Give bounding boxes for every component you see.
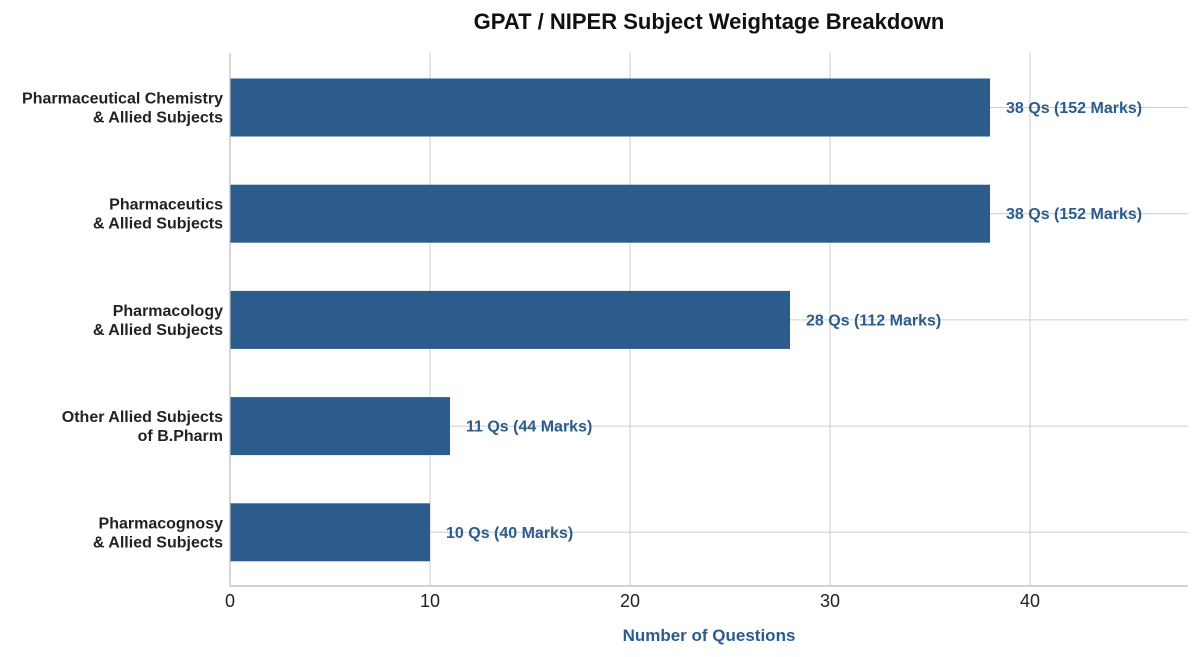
data-label: 10 Qs (40 Marks) bbox=[446, 525, 573, 542]
data-label: 38 Qs (152 Marks) bbox=[1006, 206, 1142, 223]
category-label: Other Allied Subjects of B.Pharm bbox=[62, 409, 223, 445]
bar bbox=[230, 397, 450, 456]
category-label: Pharmacognosy & Allied Subjects bbox=[93, 515, 223, 551]
x-tick-label: 20 bbox=[620, 591, 640, 611]
bar bbox=[230, 503, 430, 562]
x-tick-label: 40 bbox=[1020, 591, 1040, 611]
bar bbox=[230, 290, 790, 349]
x-tick-label: 30 bbox=[820, 591, 840, 611]
bar bbox=[230, 184, 990, 243]
chart-title: GPAT / NIPER Subject Weightage Breakdown bbox=[474, 9, 945, 34]
x-tick-label: 10 bbox=[420, 591, 440, 611]
category-label: Pharmacology & Allied Subjects bbox=[93, 303, 223, 339]
x-tick-label: 0 bbox=[225, 591, 235, 611]
x-axis-label: Number of Questions bbox=[623, 626, 796, 645]
category-label: Pharmaceutics & Allied Subjects bbox=[93, 197, 223, 233]
data-label: 38 Qs (152 Marks) bbox=[1006, 100, 1142, 117]
labels: 0 10 20 30 40 Pharmaceutical Chemistry & Allie… bbox=[22, 91, 1142, 612]
data-label: 28 Qs (112 Marks) bbox=[806, 312, 941, 329]
data-label: 11 Qs (44 Marks) bbox=[466, 419, 592, 436]
bar bbox=[230, 78, 990, 137]
axes bbox=[229, 53, 1188, 587]
bars bbox=[230, 78, 990, 562]
category-label: Pharmaceutical Chemistry & Allied Subject… bbox=[22, 91, 223, 127]
